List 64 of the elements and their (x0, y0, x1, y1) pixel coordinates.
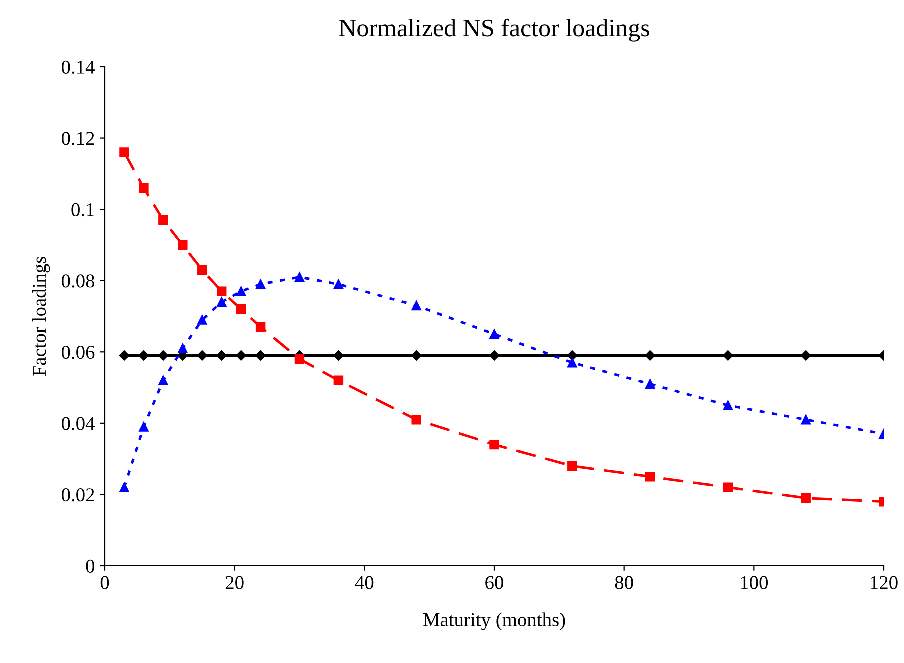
point (568, 358, 578, 368)
y-tick-label: 0.14 (62, 60, 95, 74)
chart-title: Normalized NS factor loadings (339, 18, 650, 42)
x-axis-title: Maturity (months) (424, 612, 566, 630)
point (489, 350, 500, 361)
point (800, 350, 812, 361)
point (645, 379, 656, 390)
point (139, 183, 149, 194)
y-tick-label: 0.06 (62, 346, 95, 360)
x-tick-label: 80 (615, 576, 634, 590)
point (412, 300, 422, 311)
x-tick-label: 100 (741, 576, 768, 590)
point (216, 286, 227, 296)
point (801, 493, 811, 504)
x-tick-label: 60 (486, 576, 504, 590)
point (411, 350, 422, 361)
point (723, 400, 734, 410)
point (216, 297, 227, 308)
point (236, 286, 246, 296)
point (197, 350, 208, 361)
point (256, 322, 266, 332)
point (138, 350, 150, 361)
point (216, 350, 227, 361)
point (120, 482, 130, 492)
x-tick-label: 0 (100, 576, 110, 590)
point (645, 350, 656, 361)
x-tick-label: 120 (871, 576, 898, 590)
y-tick-label: 0.02 (62, 488, 94, 502)
point (490, 440, 500, 450)
point (236, 350, 246, 361)
point (723, 350, 734, 361)
y-axis-title: Factor loadings (32, 256, 50, 376)
y-tick-label: 0.12 (62, 132, 94, 146)
point (158, 376, 168, 386)
point (198, 265, 208, 276)
point (645, 472, 656, 482)
point (139, 422, 149, 432)
y-tick-label: 0 (86, 560, 95, 573)
point (334, 350, 344, 361)
point (801, 415, 811, 425)
x-tick-label: 20 (226, 576, 244, 590)
point (158, 215, 168, 226)
point (334, 280, 344, 290)
point (568, 461, 578, 472)
point (723, 482, 734, 492)
point (119, 350, 130, 361)
point (294, 354, 305, 364)
point (567, 350, 578, 361)
point (412, 415, 422, 425)
point (178, 344, 188, 354)
point (334, 376, 344, 386)
y-tick-label: 0.04 (62, 417, 95, 430)
point (236, 304, 246, 314)
y-tick-label: 0.1 (72, 203, 94, 217)
point (198, 315, 208, 325)
point (256, 280, 266, 290)
point (256, 350, 266, 361)
point (158, 350, 169, 361)
point (120, 148, 130, 158)
point (294, 272, 305, 282)
y-tick-label: 0.08 (62, 274, 95, 288)
point (178, 240, 188, 250)
x-tick-label: 40 (355, 576, 374, 590)
point (490, 329, 500, 340)
